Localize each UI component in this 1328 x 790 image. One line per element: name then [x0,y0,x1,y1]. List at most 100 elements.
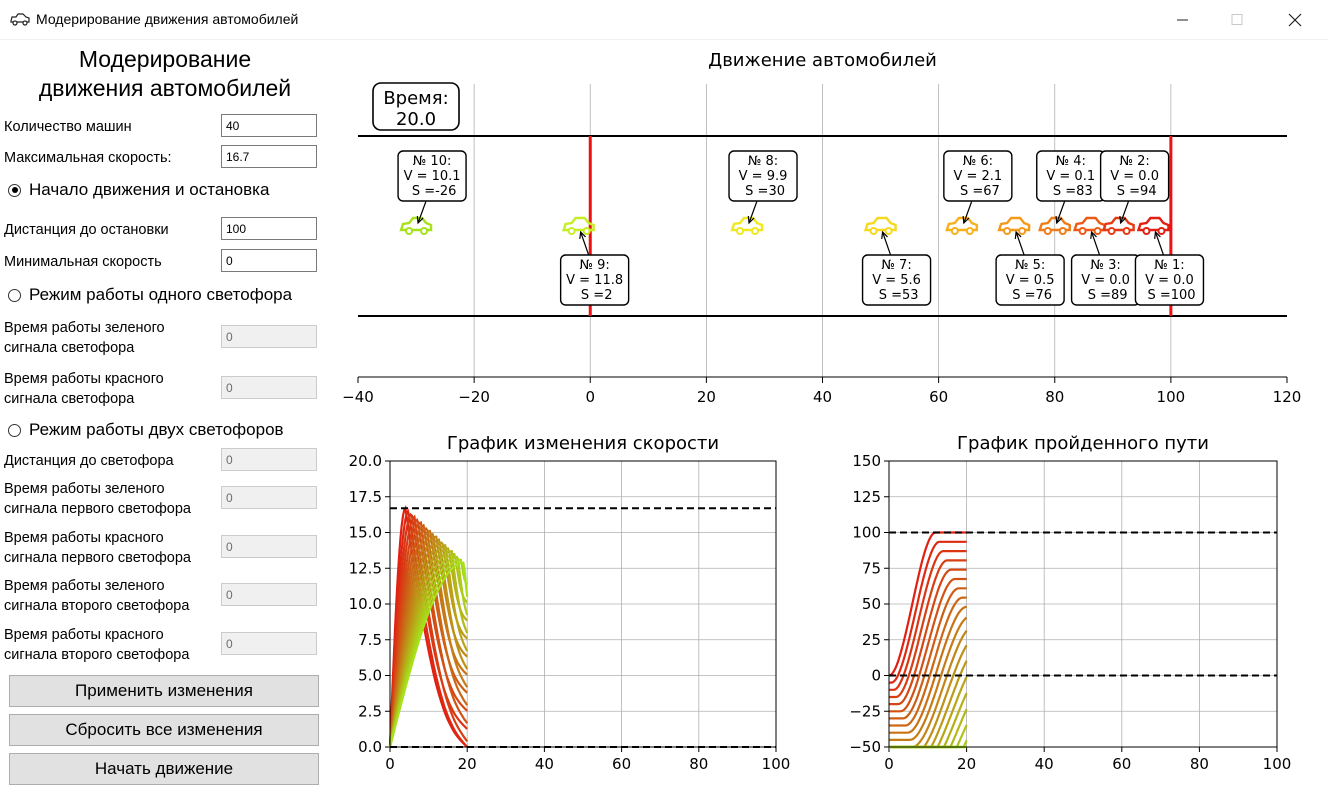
x-tick-label: 80 [1190,755,1209,773]
car-label-box [397,150,467,202]
car-label: № 8: V = 9.9 S =30 [728,150,798,225]
x-tick-label: 20 [458,755,477,773]
distance-series [889,568,967,706]
x-tick-label: 80 [1045,388,1064,406]
mode-start-stop-radio[interactable]: Начало движения и остановка [8,179,269,201]
car-marker [399,216,433,235]
red2-time-field[interactable] [221,632,317,655]
speed-chart-title: График изменения скорости [447,433,719,454]
y-tick-label: 12.5 [349,559,382,577]
reset-button[interactable]: Сбросить все изменения [9,714,319,746]
green2-time-field[interactable] [221,583,317,606]
close-icon [1288,13,1302,27]
mode-one-light-radio[interactable]: Режим работы одного светофора [8,284,292,306]
car-label-box [728,150,798,202]
arrow-head [1090,230,1097,240]
x-tick-label: 40 [813,388,832,406]
car-label-arrow [1056,200,1066,224]
y-tick-label: −50 [849,738,881,756]
car-wheel [567,227,576,235]
arrow-head [416,215,424,225]
car-label-arrow [1091,231,1101,256]
road-chart-title: Движение автомобилей [708,50,937,71]
car-body [1038,216,1071,232]
arrow-head [747,215,755,225]
car-label-arrow [748,200,758,224]
arrow-head [579,230,587,240]
light-distance-label: Дистанция до светофора [4,453,174,469]
car-marker [1038,216,1071,235]
car-marker [1101,216,1135,235]
min-speed-field[interactable] [221,249,317,272]
car-count-field[interactable] [221,114,317,137]
car-label-box [1134,254,1205,306]
x-tick-label: 20 [957,755,976,773]
y-tick-label: −25 [849,702,881,720]
car-wheel [1003,227,1012,235]
red-time-label: Время работы красного сигнала светофора [4,371,164,407]
max-speed-field[interactable] [221,145,317,168]
car-label-arrow [417,200,427,224]
red1-time-field[interactable] [221,535,317,558]
y-tick-label: 2.5 [358,702,382,720]
distance-series [889,605,967,734]
car-label-text: № 5: V = 0.5 S =76 [1006,258,1055,303]
car-wheel [1078,227,1087,235]
car-label-text: № 9: V = 11.8 S =2 [566,258,623,303]
mode-two-lights-radio[interactable]: Режим работы двух светофоров [8,419,284,441]
car-body [863,216,897,232]
x-tick-label: 60 [1112,755,1131,773]
start-button[interactable]: Начать движение [9,753,319,785]
car-label: № 6: V = 2.1 S =67 [943,150,1013,225]
maximize-button[interactable] [1214,0,1260,39]
car-wheel [1018,227,1027,235]
stop-distance-field[interactable] [221,217,317,240]
y-tick-label: 7.5 [358,631,382,649]
car-wheel [405,227,414,235]
arrow-head [881,230,888,240]
car-wheel [869,227,878,235]
green-time-field[interactable] [221,325,317,348]
green-time-label: Время работы зеленого сигнала светофора [4,320,165,356]
x-tick-label: 40 [1035,755,1054,773]
time-box [372,82,460,131]
car-label: № 10: V = 10.1 S =-26 [397,150,467,225]
mode-start-stop-label: Начало движения и остановка [29,180,270,199]
x-tick-label: 60 [929,388,948,406]
y-tick-label: 150 [852,452,881,470]
car-wheel [420,227,429,235]
car-label: № 7: V = 5.6 S =53 [861,230,932,306]
distance-series [888,531,967,677]
x-tick-label: 20 [697,388,716,406]
green1-time-field[interactable] [221,486,317,509]
panel-title: Модерирование движения автомобилей [38,46,292,101]
car-label-box [1099,150,1170,202]
distance-chart: График пройденного пути 0 20 40 60 80 100 −50 −2… [849,433,1291,773]
red-time-field[interactable] [221,376,317,399]
apply-button[interactable]: Применить изменения [9,675,319,707]
car-body [399,216,433,232]
car-label-text: № 3: V = 0.0 S =89 [1081,258,1130,303]
light-distance-field[interactable] [221,448,317,471]
car-wheel [582,227,591,235]
car-label-box [943,150,1013,202]
y-tick-label: 5.0 [358,667,382,685]
x-tick-label: 100 [1157,388,1186,406]
road-chart: Движение автомобилей −40 −20 0 20 40 60 80 100 12… [342,50,1301,406]
axes-frame [888,460,1278,748]
car-wheel [1122,227,1131,235]
red2-time-label: Время работы красного сигнала второго св… [4,627,190,663]
minimize-button[interactable] [1160,0,1206,39]
arrow-head [1055,215,1063,225]
red1-time-label: Время работы красного сигнала первого св… [4,530,191,566]
car-label-text: № 7: V = 5.6 S =53 [872,258,921,303]
plot-area: Движение автомобилей −40 −20 0 20 40 60 80 100 12… [330,39,1328,790]
speed-series [388,512,468,748]
time-box-text: Время: 20.0 [383,88,448,130]
car-body [1101,216,1135,232]
car-marker [730,216,764,235]
close-button[interactable] [1272,0,1318,39]
car-wheel [965,227,974,235]
car-label-arrow [1120,200,1130,224]
car-label: № 3: V = 0.0 S =89 [1070,230,1141,306]
